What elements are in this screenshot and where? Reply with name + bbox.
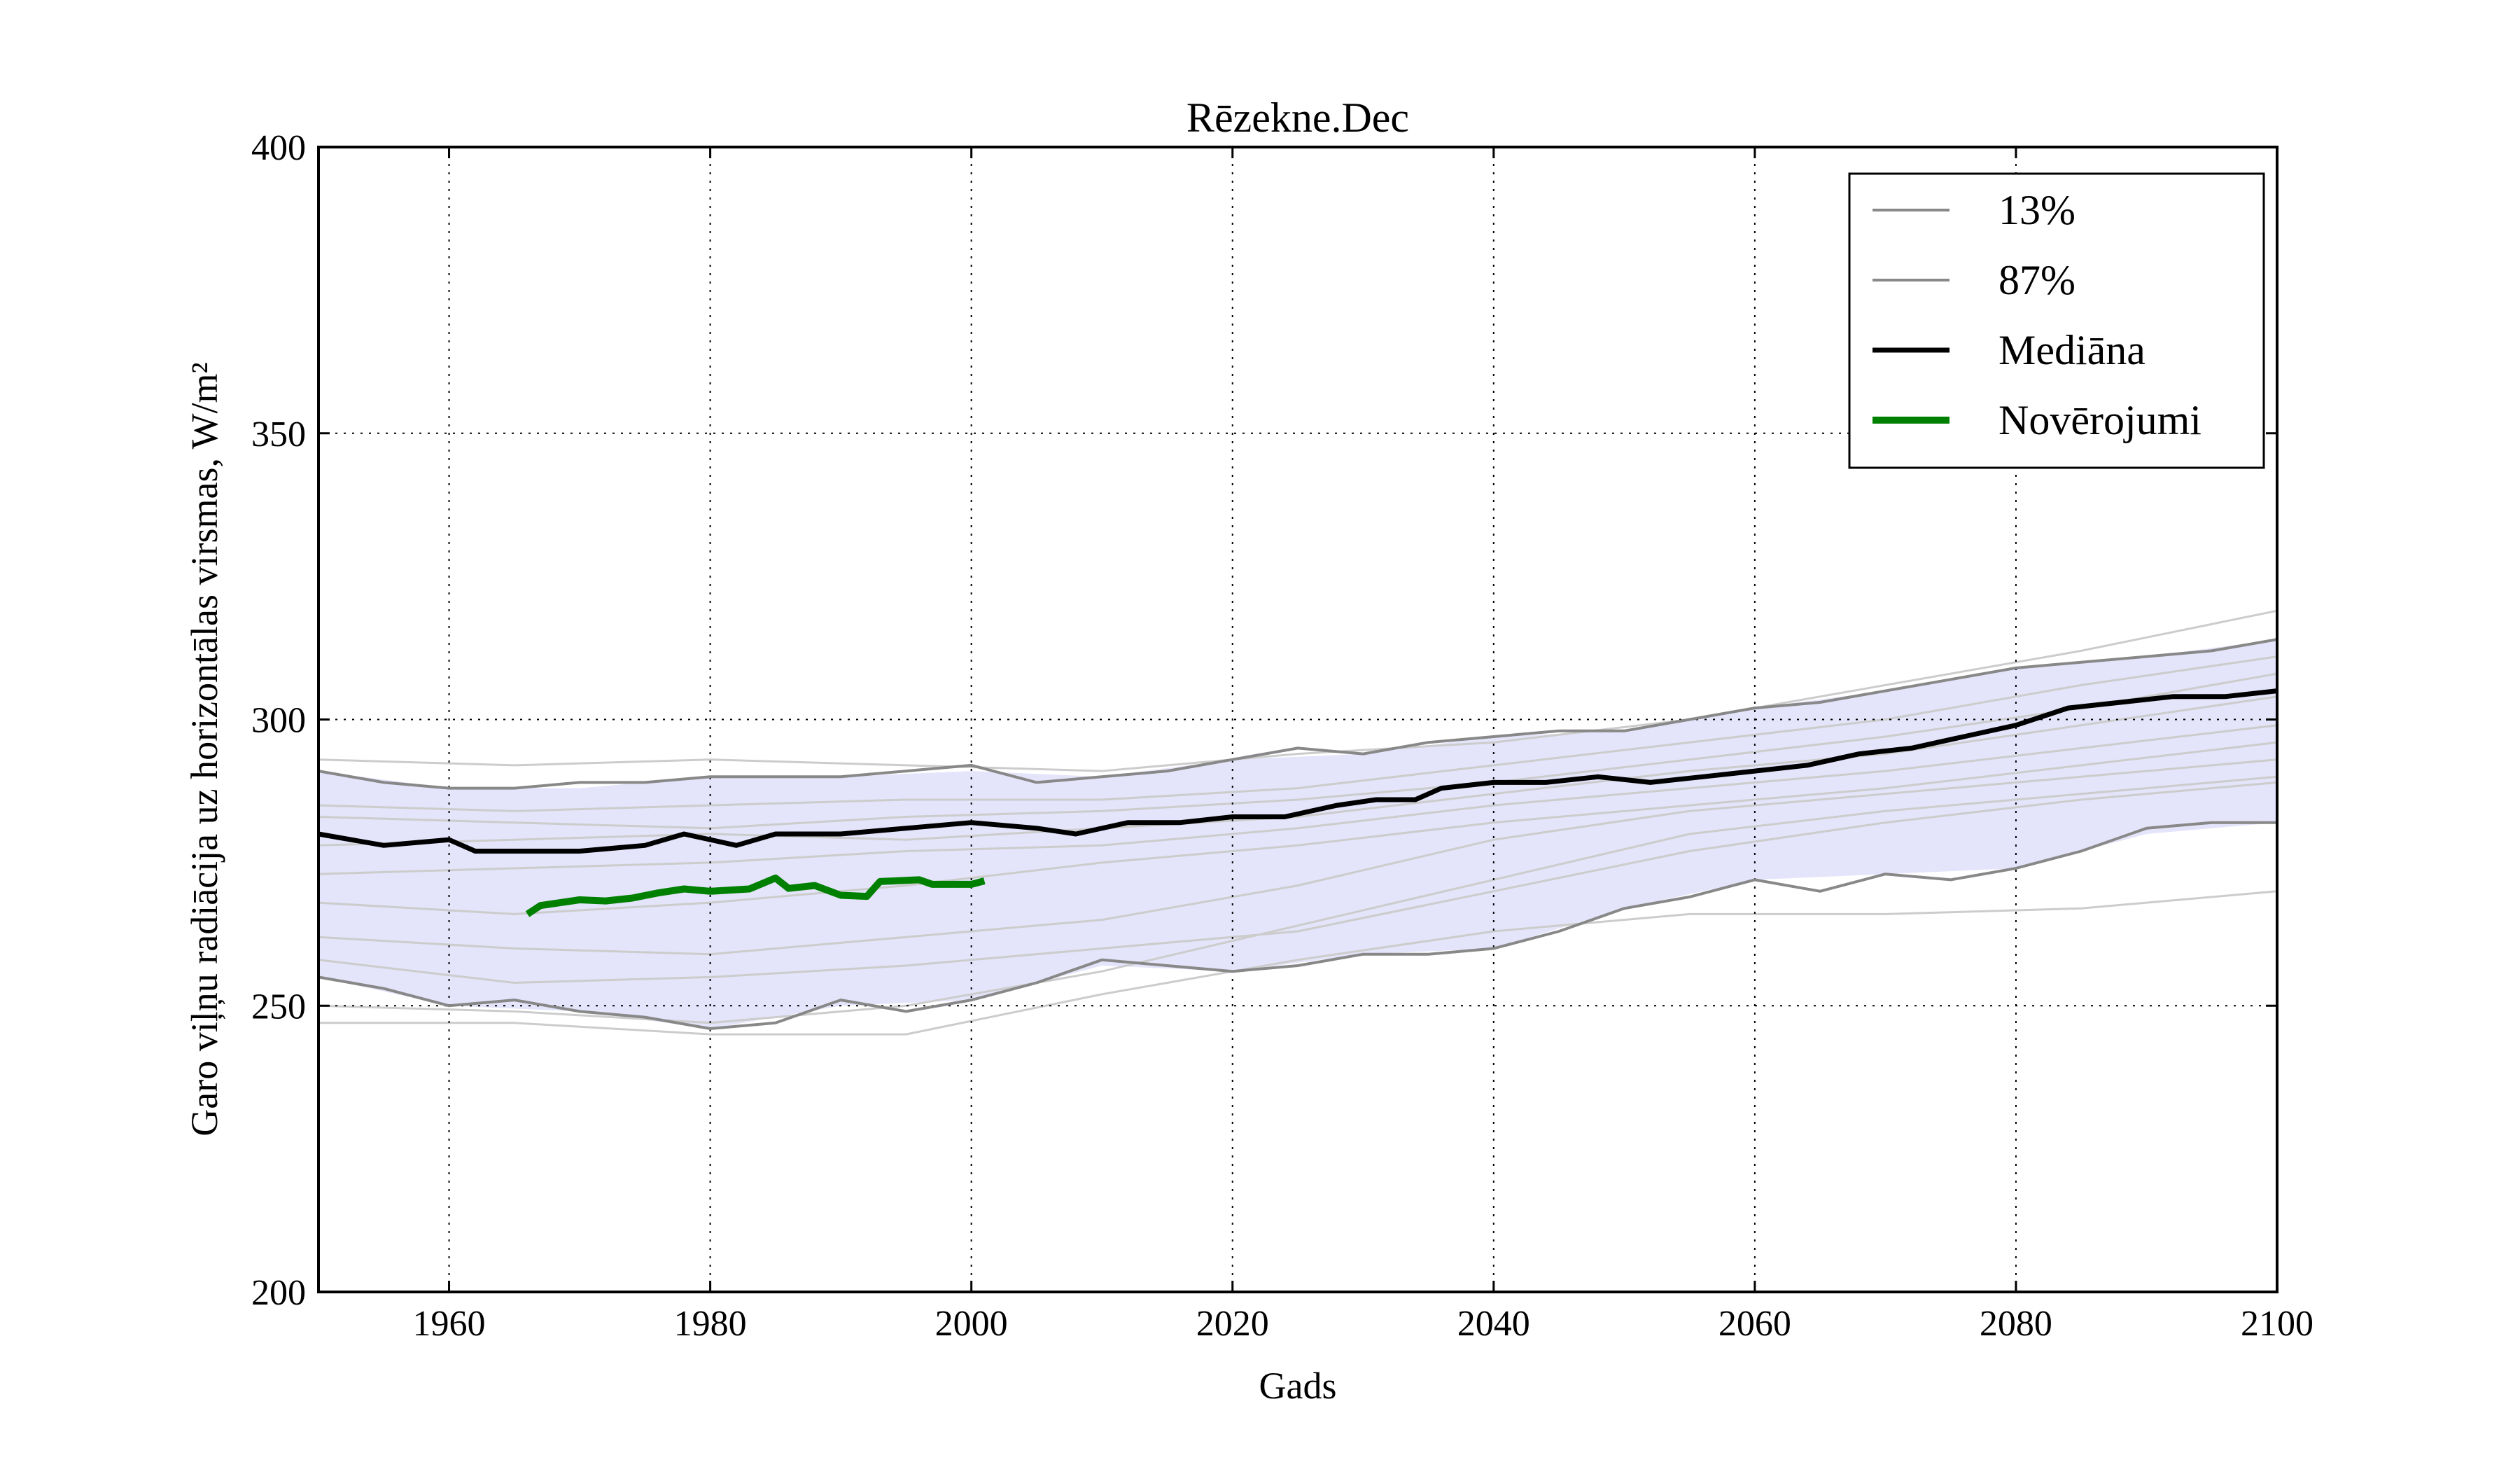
ensemble-line (318, 741, 2278, 915)
series-13-percent-line (318, 821, 2277, 1030)
ensemble-line (318, 655, 2278, 812)
series-median-line (318, 688, 2278, 854)
ensemble-line (318, 890, 2278, 1036)
y-tick-label: 400 (251, 128, 306, 168)
legend-label: 13% (1998, 187, 2076, 233)
legend-label: 87% (1998, 257, 2076, 303)
ensemble-line (318, 672, 2278, 830)
y-axis-title: Garo viļņu radiācija uz horizontālas vir… (183, 362, 225, 1136)
tick-layer: 1960 1980 2000 2020 2040 2060 2080 2100 200 250 30… (251, 128, 2314, 1344)
percentile-band-layer (318, 639, 2277, 1029)
x-tick-label: 2080 (1980, 1304, 2052, 1344)
ensemble-line (318, 775, 2278, 1024)
ensemble-line (318, 781, 2278, 985)
legend-label: Novērojumi (1998, 397, 2202, 443)
x-tick-label: 2100 (2241, 1304, 2314, 1344)
x-tick-label: 2020 (1196, 1304, 1269, 1344)
x-tick-label: 1980 (674, 1304, 747, 1344)
y-tick-label: 200 (251, 1273, 306, 1313)
ensemble-line (318, 758, 2278, 956)
chart-title: Rēzekne.Dec (1186, 95, 1409, 141)
y-tick-label: 300 (251, 701, 306, 741)
ensemble-line (318, 695, 2278, 847)
ensemble-line (318, 724, 2278, 875)
x-tick-label: 1960 (413, 1304, 486, 1344)
y-tick-label: 350 (251, 415, 306, 454)
ensemble-line (318, 609, 2278, 772)
series-layer (318, 638, 2278, 1030)
series-87-percent-line (318, 638, 2278, 790)
legend-label: Mediāna (1998, 327, 2146, 373)
series-observations-line (525, 874, 986, 917)
x-tick-label: 2000 (935, 1304, 1008, 1344)
percentile-band (318, 639, 2277, 1029)
y-tick-label: 250 (251, 987, 306, 1027)
x-tick-label: 2040 (1457, 1304, 1530, 1344)
grid-layer (318, 147, 2277, 1292)
x-axis-title: Gads (1259, 1365, 1337, 1407)
x-tick-label: 2060 (1718, 1304, 1791, 1344)
legend: 13% 87% Mediāna Novērojumi (1848, 172, 2265, 469)
ensemble-lines-layer (318, 609, 2278, 1036)
